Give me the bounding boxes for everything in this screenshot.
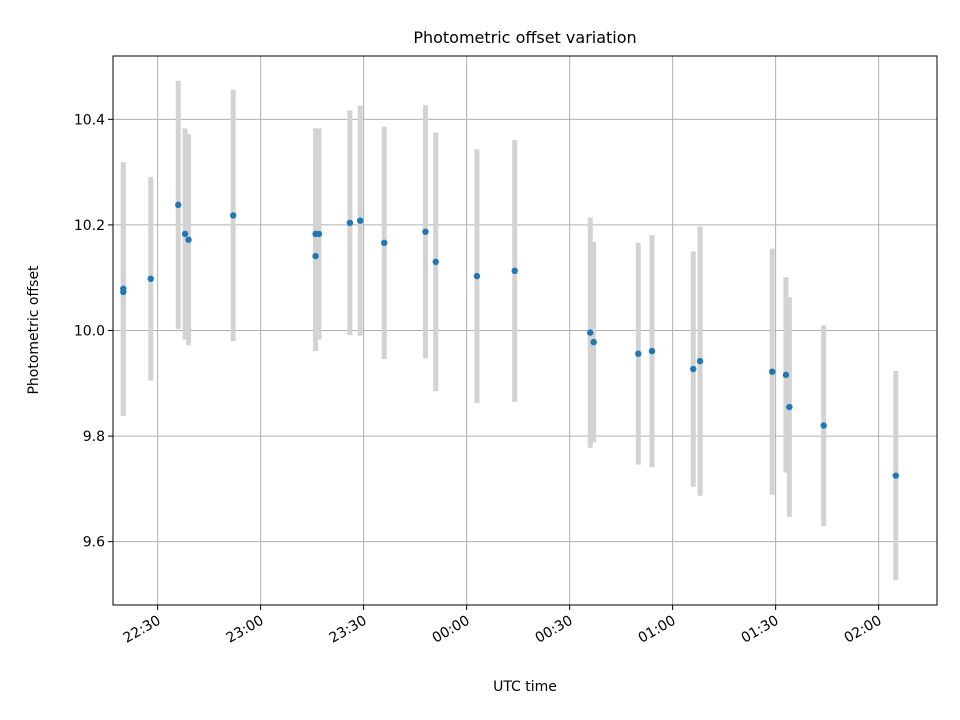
- y-tick-label: 10.2: [74, 218, 105, 234]
- data-point: [357, 217, 364, 224]
- data-point: [185, 236, 192, 243]
- data-point: [511, 267, 518, 275]
- x-axis-label: UTC time: [493, 679, 557, 695]
- data-point: [473, 272, 481, 280]
- data-point: [782, 371, 790, 379]
- data-point: [312, 252, 319, 260]
- y-tick-label: 10.0: [74, 324, 105, 340]
- data-point: [181, 230, 189, 238]
- data-point: [120, 285, 127, 292]
- chart-title: Photometric offset variation: [413, 28, 636, 47]
- data-point: [147, 275, 154, 282]
- data-points: [120, 201, 899, 479]
- data-point: [590, 338, 597, 346]
- data-point: [786, 403, 793, 411]
- y-axis-label: Photometric offset: [26, 265, 42, 395]
- data-point: [315, 230, 323, 238]
- data-point: [381, 239, 388, 247]
- data-point: [229, 212, 237, 219]
- data-point: [587, 329, 594, 336]
- data-point: [175, 201, 182, 209]
- data-point: [635, 350, 642, 357]
- grid-lines: [113, 56, 937, 605]
- data-point: [820, 422, 827, 429]
- data-point: [422, 228, 429, 235]
- y-tick-label: 9.8: [83, 429, 105, 445]
- y-tick-label: 10.4: [74, 112, 105, 128]
- data-point: [432, 258, 439, 266]
- y-axis-ticks: 9.6 9.8 10.0 10.2 10.4: [74, 112, 113, 551]
- data-point: [696, 357, 704, 365]
- data-point: [648, 347, 656, 355]
- data-point: [690, 365, 697, 373]
- y-tick-label: 9.6: [83, 535, 105, 551]
- data-point: [346, 219, 354, 227]
- data-point: [892, 472, 899, 479]
- data-point: [769, 368, 776, 375]
